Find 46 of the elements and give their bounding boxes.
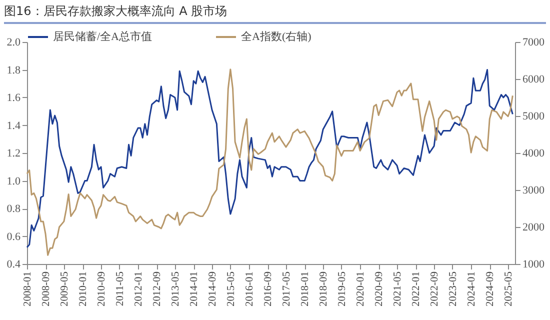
y-tick-label: 0.4 <box>6 258 21 270</box>
y2-tick-label: 3000 <box>522 184 545 196</box>
legend-label: 居民储蓄/全A总市值 <box>53 30 152 43</box>
x-tick-label: 2021-05 <box>392 272 404 306</box>
x-tick-label: 2024-09 <box>485 272 496 306</box>
y-tick-label: 1.2 <box>6 148 20 160</box>
x-tick-label: 2008-01 <box>22 272 34 306</box>
x-tick-label: 2012-09 <box>152 272 164 306</box>
y-tick-label: 1.6 <box>6 92 21 104</box>
x-tick-label: 2022-09 <box>430 272 441 306</box>
x-tick-label: 2015-05 <box>226 272 237 306</box>
chart-title: 图16：居民存款搬家大概率流向 A 股市场 <box>4 3 546 24</box>
y-tick-label: 2.0 <box>6 36 21 48</box>
x-tick-label: 2010-09 <box>96 272 108 306</box>
x-tick-label: 2011-05 <box>114 272 126 306</box>
y2-tick-label: 2000 <box>522 222 545 234</box>
x-tick-label: 2014-09 <box>208 272 219 306</box>
x-tick-label: 2008-09 <box>41 272 52 306</box>
y-tick-label: 1.8 <box>6 64 21 76</box>
y-tick-label: 0.8 <box>6 203 21 215</box>
x-tick-label: 2010-01 <box>78 272 90 306</box>
x-tick-label: 2025-05 <box>504 272 515 306</box>
x-tick-label: 2017-05 <box>281 272 292 306</box>
y2-tick-label: 1000 <box>522 258 545 270</box>
y-tick-label: 1.4 <box>6 120 21 132</box>
x-tick-label: 2016-09 <box>263 272 274 306</box>
x-tick-label: 2020-09 <box>374 272 386 306</box>
legend-label: 全A指数(右轴) <box>241 30 312 43</box>
y2-tick-label: 6000 <box>522 74 545 86</box>
y2-tick-label: 5000 <box>522 110 545 122</box>
x-tick-label: 2009-05 <box>59 272 70 306</box>
x-tick-label: 2022-01 <box>411 272 422 306</box>
x-tick-label: 2023-05 <box>448 272 459 306</box>
x-tick-label: 2019-05 <box>336 272 348 306</box>
x-tick-label: 2024-01 <box>466 272 478 306</box>
x-tick-label: 2013-05 <box>170 272 182 306</box>
y2-tick-label: 4000 <box>522 148 545 160</box>
x-tick-label: 2012-01 <box>134 272 145 306</box>
y-tick-label: 1.0 <box>6 175 21 188</box>
x-tick-label: 2018-01 <box>300 272 312 306</box>
x-tick-label: 2020-01 <box>356 272 367 306</box>
x-tick-label: 2014-01 <box>189 272 200 306</box>
y2-tick-label: 7000 <box>522 36 545 48</box>
x-tick-label: 2016-01 <box>244 272 256 306</box>
y-tick-label: 0.6 <box>6 230 21 243</box>
x-tick-label: 2018-09 <box>318 272 330 306</box>
